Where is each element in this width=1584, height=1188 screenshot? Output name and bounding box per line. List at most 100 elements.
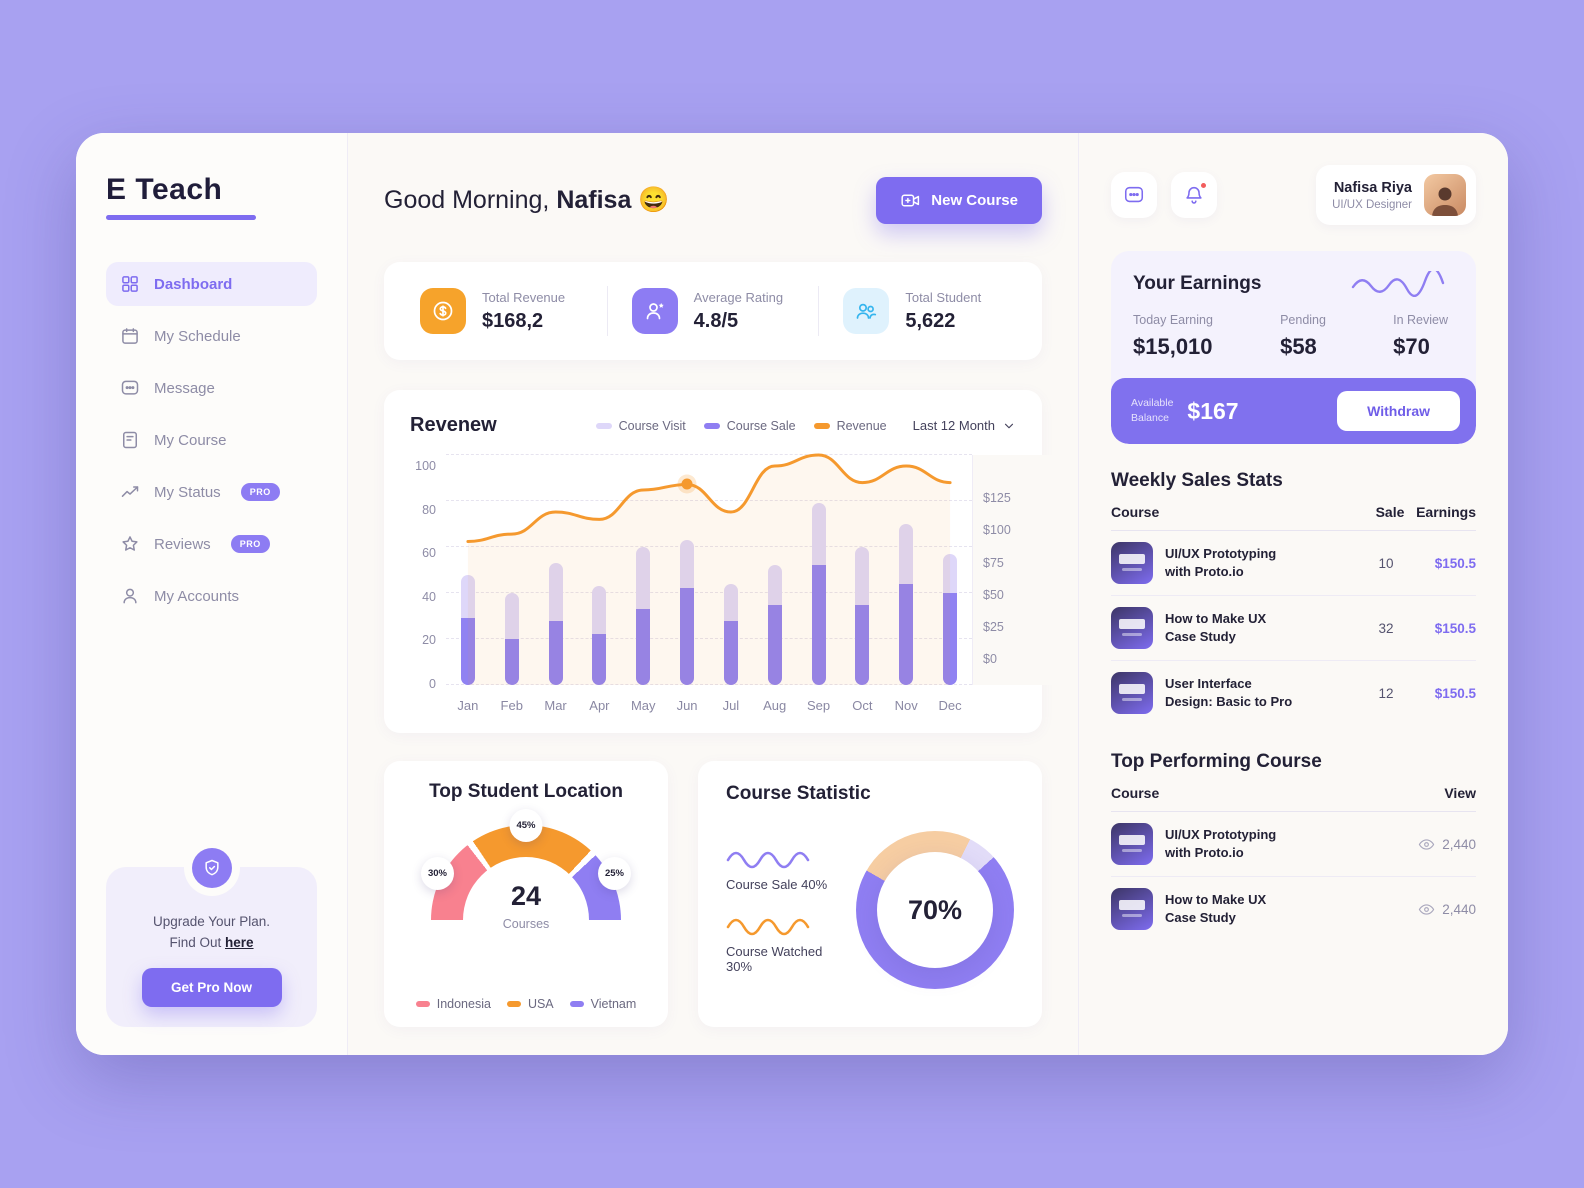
balance-label-line2: Balance [1131,412,1169,424]
course-statistic-card: Course Statistic Course Sale 40% Course … [698,761,1042,1027]
course-thumbnail [1111,607,1153,649]
axis-tick: $75 [983,555,1004,570]
topbar: Nafisa Riya UI/UX Designer [1111,165,1476,225]
stat-texts: Average Rating 4.8/5 [694,290,783,333]
axis-tick: $25 [983,620,1004,635]
course-visit-segment [855,547,870,605]
legend-label: Course Visit [618,418,686,433]
messages-button[interactable] [1111,172,1157,218]
notifications-button[interactable] [1171,172,1217,218]
bar-slot [665,455,709,685]
sidebar-item-my-status[interactable]: My Status PRO [106,470,317,514]
axis-tick: $100 [983,523,1011,538]
course-title-line2: Case Study [1165,910,1236,925]
sidebar-item-dashboard[interactable]: Dashboard [106,262,317,306]
earnings-label: Today Earning [1133,313,1213,327]
legend-vietnam: Vietnam [569,997,636,1011]
table-row[interactable]: How to Make UX Case Study 32 $150.5 [1111,596,1476,661]
earnings-title-row: Your Earnings [1133,271,1454,297]
table-row[interactable]: How to Make UX Case Study 2,440 [1111,877,1476,941]
profile-card[interactable]: Nafisa Riya UI/UX Designer [1316,165,1476,225]
new-course-button[interactable]: New Course [876,177,1042,224]
stacked-bar [548,563,563,685]
sidebar-item-my-accounts[interactable]: My Accounts [106,574,317,618]
stat-average-rating: Average Rating 4.8/5 [624,288,803,334]
earnings-value: $150.5 [1434,555,1476,571]
course-title: User Interface Design: Basic to Pro [1165,675,1356,711]
star-icon [122,536,138,551]
sidebar-item-my-schedule[interactable]: My Schedule [106,314,317,358]
course-title-line1: UI/UX Prototyping [1165,826,1277,842]
date-range-dropdown[interactable]: Last 12 Month [913,418,1016,433]
earnings-today: Today Earning $15,010 [1133,313,1213,360]
course-title: UI/UX Prototyping with Proto.io [1165,826,1400,862]
app-logo: E Teach [106,173,317,220]
earnings-label: Pending [1280,313,1326,327]
bar-slot [753,455,797,685]
legend-swatch [415,1001,430,1007]
earnings-columns: Today Earning $15,010 Pending $58 In Rev… [1133,313,1454,360]
stacked-bar [680,540,695,685]
course-sale-segment [680,588,695,685]
bar-slot [534,455,578,685]
earnings-value: $58 [1280,334,1317,359]
stacked-bar [504,593,519,685]
sidebar-item-label: My Schedule [154,327,241,345]
table-row[interactable]: UI/UX Prototyping with Proto.io 2,440 [1111,812,1476,877]
x-tick: Jan [457,698,479,713]
legend-course-sale: Course Sale [703,419,796,433]
withdraw-button[interactable]: Withdraw [1337,391,1460,431]
new-course-label: New Course [931,192,1018,209]
sidebar-item-label: Message [154,379,215,397]
views-count: 2,440 [1442,836,1476,852]
sidebar-item-label: My Course [154,431,227,449]
course-visit-segment [636,547,651,610]
course-title-line2: Design: Basic to Pro [1165,694,1293,709]
revenue-line [446,455,972,685]
course-thumbnail [1111,672,1153,714]
legend-label: USA [527,997,554,1011]
bar-slot [840,455,884,685]
upgrade-line2: Find Out [169,935,222,951]
status-chart-icon [121,486,139,497]
get-pro-button[interactable]: Get Pro Now [141,968,282,1007]
orange-wave-icon [726,918,810,935]
chevron-down-icon [1004,423,1014,428]
revenue-chart-header: Revenew Course Visit Course Sale Revenue… [410,414,1016,437]
course-sale-label: Course Sale 40% [726,876,828,892]
stat-total-revenue: Total Revenue $168,2 [412,288,591,334]
course-title-line1: User Interface [1165,675,1252,691]
upgrade-link[interactable]: here [225,935,254,951]
sidebar-item-my-course[interactable]: My Course [106,418,317,462]
top-performing-title: Top Performing Course [1111,751,1322,772]
course-sale-segment [723,620,738,685]
course-title: How to Make UX Case Study [1165,891,1400,927]
x-tick: Aug [763,698,787,713]
location-legend: Indonesia USA Vietnam [402,997,650,1011]
course-thumbnail [1111,888,1153,930]
earnings-value: $150.5 [1434,685,1476,701]
x-tick: Jul [722,698,740,713]
sidebar-item-reviews[interactable]: Reviews PRO [106,522,317,566]
course-watched-metric: Course Watched 30% [726,914,832,974]
spacer [972,685,1016,713]
divider [818,286,820,336]
course-title-line1: UI/UX Prototyping [1165,545,1277,561]
bar-slot [446,455,490,685]
statistic-card-title: Course Statistic [726,783,871,804]
course-sale-segment [636,609,651,685]
course-visit-segment [767,565,782,605]
sidebar-item-message[interactable]: Message [106,366,317,410]
top-performing-section: Top Performing Course Course View UI/UX … [1111,751,1476,941]
course-visit-segment [680,540,695,589]
table-row[interactable]: User Interface Design: Basic to Pro 12 $… [1111,661,1476,725]
stacked-bar [592,586,607,685]
table-row[interactable]: UI/UX Prototyping with Proto.io 10 $150.… [1111,531,1476,596]
header-course: Course [1111,504,1160,520]
x-tick: Dec [938,698,962,713]
course-visit-segment [899,524,914,584]
views-cell: 2,440 [1412,836,1476,853]
stat-label: Total Revenue [482,289,566,305]
eye-icon [1418,903,1435,915]
x-tick: Mar [544,698,567,713]
